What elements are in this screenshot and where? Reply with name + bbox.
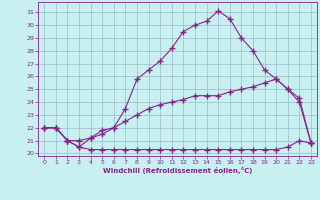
X-axis label: Windchill (Refroidissement éolien,°C): Windchill (Refroidissement éolien,°C) <box>103 167 252 174</box>
